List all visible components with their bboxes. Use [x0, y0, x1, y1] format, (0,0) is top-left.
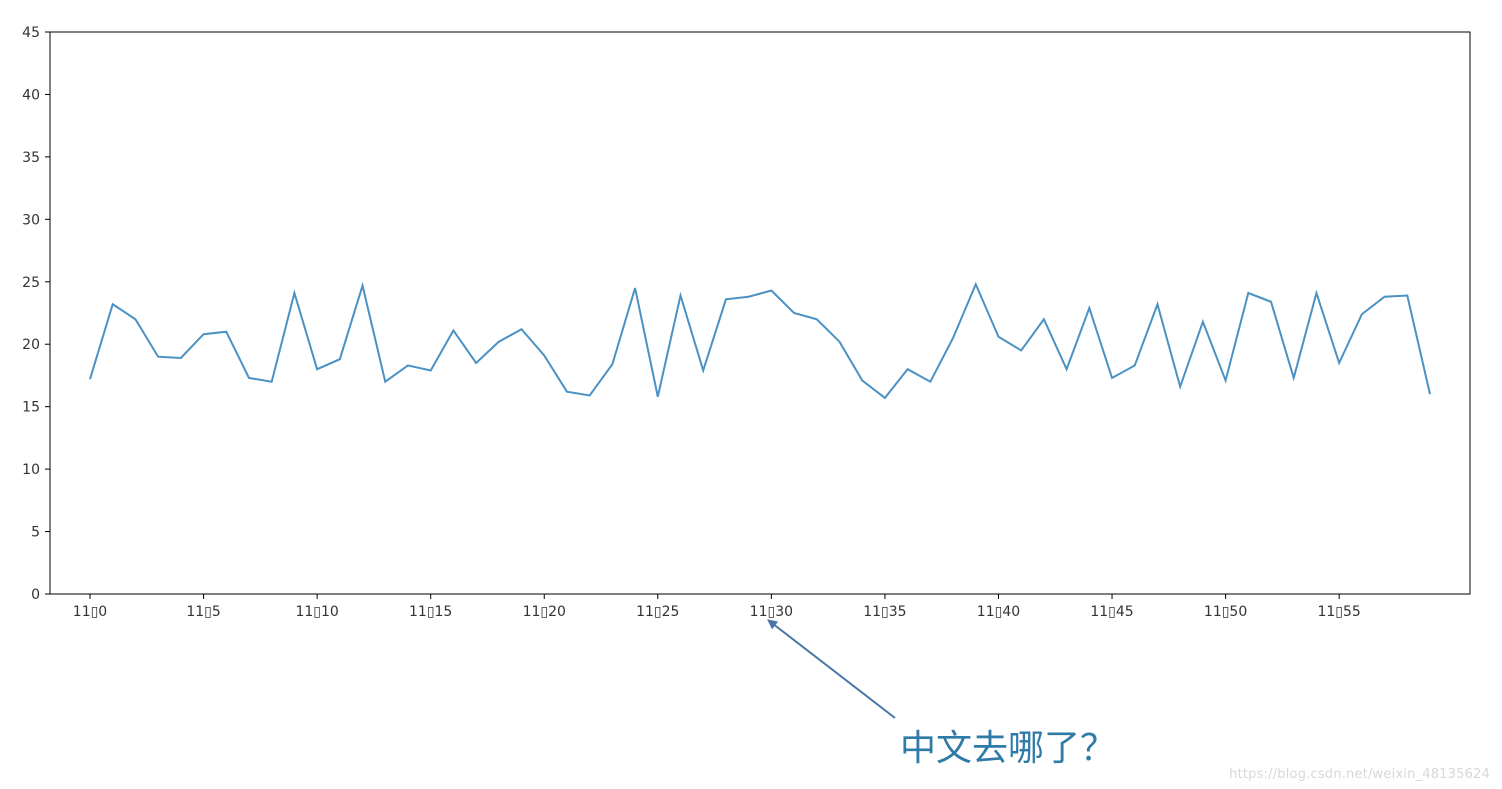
x-tick-label: 11▯55 [1317, 604, 1360, 620]
x-tick-label: 11▯15 [409, 604, 452, 620]
x-tick-label: 11▯0 [73, 604, 107, 620]
y-tick-label: 0 [31, 587, 40, 603]
y-tick-label: 25 [22, 275, 40, 291]
watermark-text: https://blog.csdn.net/weixin_48135624 [1229, 767, 1490, 782]
y-tick-label: 45 [22, 25, 40, 41]
annotation-text: 中文去哪了？ [900, 728, 1116, 768]
plot-border [50, 32, 1470, 594]
x-tick-label: 11▯30 [750, 604, 793, 620]
x-tick-label: 11▯25 [636, 604, 679, 620]
y-tick-label: 35 [22, 150, 40, 166]
x-tick-label: 11▯45 [1090, 604, 1133, 620]
y-tick-label: 15 [22, 400, 40, 416]
data-series-line [90, 284, 1430, 398]
x-tick-label: 11▯35 [863, 604, 906, 620]
x-tick-label: 11▯10 [295, 604, 338, 620]
annotation-arrow [768, 620, 895, 718]
y-tick-label: 30 [22, 212, 40, 228]
line-chart: 0 5 10 15 20 25 30 35 40 45 11▯0 11▯5 11▯10 11▯15 11▯2… [0, 0, 1502, 789]
x-tick-label: 11▯20 [523, 604, 566, 620]
y-tick-label: 5 [31, 525, 40, 541]
y-tick-label: 20 [22, 337, 40, 353]
x-tick-label: 11▯50 [1204, 604, 1247, 620]
y-tick-label: 40 [22, 87, 40, 103]
chart-container: 0 5 10 15 20 25 30 35 40 45 11▯0 11▯5 11▯10 11▯15 11▯2… [0, 0, 1502, 789]
x-tick-label: 11▯5 [186, 604, 220, 620]
y-tick-label: 10 [22, 462, 40, 478]
x-tick-label: 11▯40 [977, 604, 1020, 620]
